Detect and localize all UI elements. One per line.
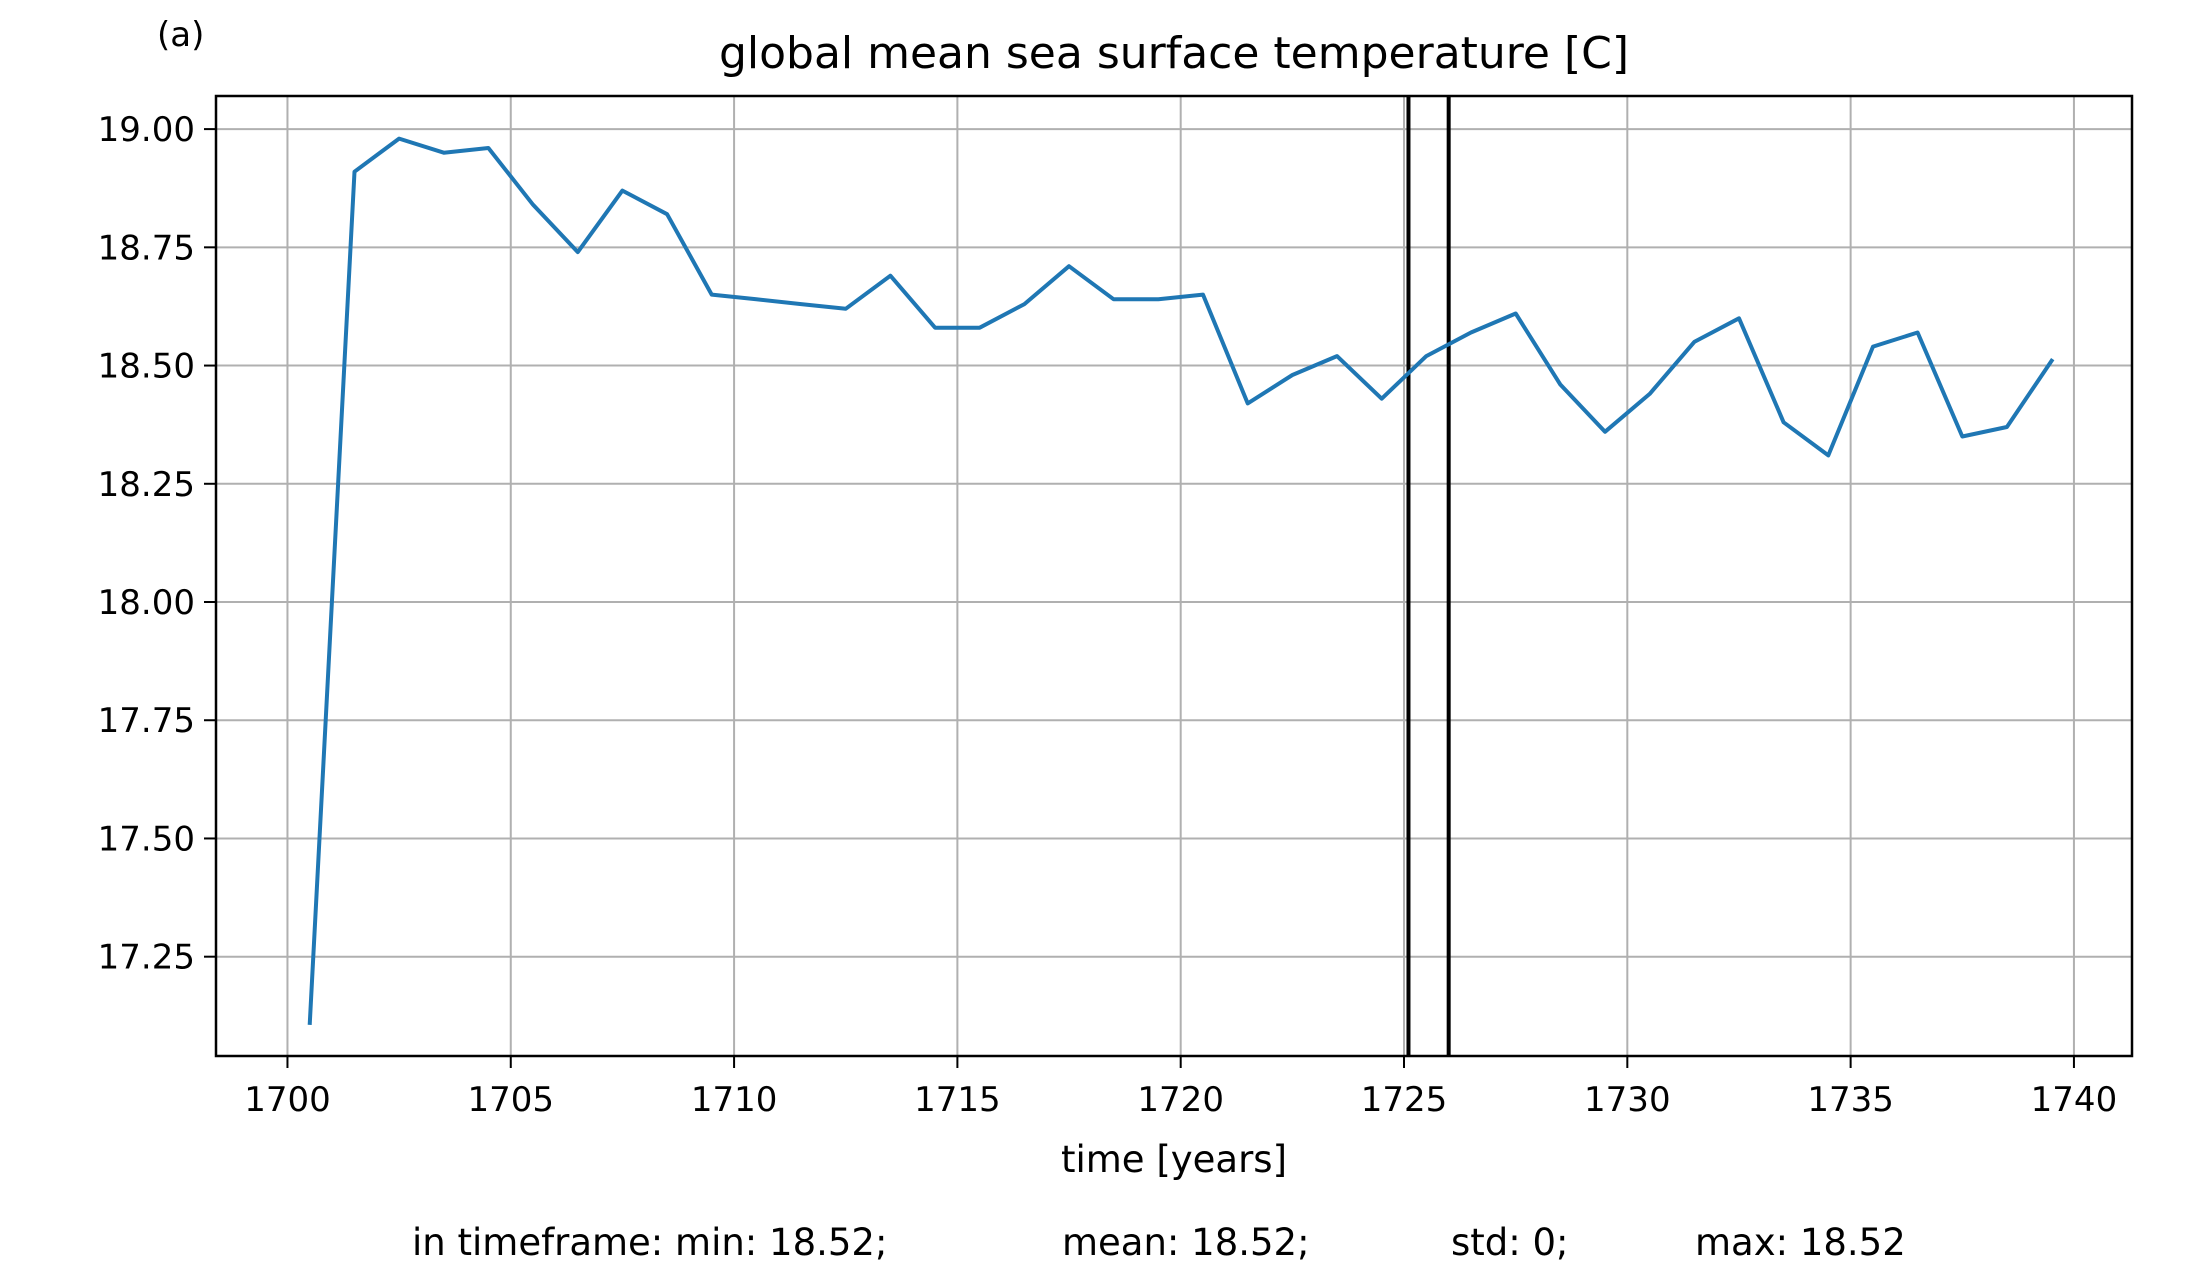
series-line xyxy=(307,136,2055,1026)
chart-title: global mean sea surface temperature [C] xyxy=(719,28,1629,79)
y-tick-label: 17.25 xyxy=(98,938,195,978)
stat-std: std: 0; xyxy=(1451,1221,1569,1263)
y-tick-label: 19.00 xyxy=(98,110,195,150)
x-axis: 1700 1705 1710 1715 1720 1725 1730 1735 1740 xyxy=(244,1056,2117,1120)
vertical-markers xyxy=(1406,96,1451,1056)
panel-label: (a) xyxy=(157,15,204,55)
y-tick-label: 17.50 xyxy=(98,819,195,859)
grid xyxy=(216,96,2132,1056)
x-tick-label: 1735 xyxy=(1807,1080,1894,1120)
y-tick-label: 17.75 xyxy=(98,701,195,741)
x-tick-label: 1725 xyxy=(1361,1080,1448,1120)
series-layer xyxy=(307,136,2055,1026)
x-axis-label: time [years] xyxy=(1061,1138,1287,1181)
y-tick-label: 18.50 xyxy=(98,347,195,387)
x-tick-label: 1730 xyxy=(1584,1080,1671,1120)
y-tick-label: 18.75 xyxy=(98,228,195,268)
stat-min: in timeframe: min: 18.52; xyxy=(412,1221,887,1263)
x-tick-label: 1715 xyxy=(914,1080,1001,1120)
stat-mean: mean: 18.52; xyxy=(1062,1221,1310,1263)
y-tick-label: 18.25 xyxy=(98,465,195,505)
x-tick-label: 1720 xyxy=(1137,1080,1224,1120)
plot-frame xyxy=(214,94,2134,1058)
x-tick-label: 1710 xyxy=(691,1080,778,1120)
x-tick-label: 1700 xyxy=(244,1080,331,1120)
x-tick-label: 1705 xyxy=(468,1080,555,1120)
y-axis: 17.25 17.50 17.75 18.00 18.25 18.50 18.75 19.00 xyxy=(98,110,216,978)
y-tick-label: 18.00 xyxy=(98,583,195,623)
stat-max: max: 18.52 xyxy=(1695,1221,1906,1263)
x-tick-label: 1740 xyxy=(2031,1080,2118,1120)
